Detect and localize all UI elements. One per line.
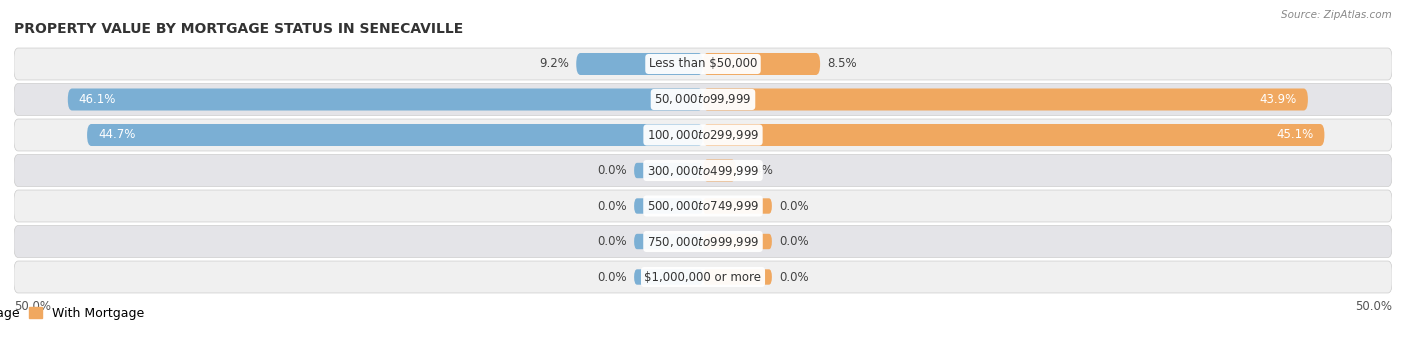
- FancyBboxPatch shape: [703, 89, 1308, 110]
- Text: 0.0%: 0.0%: [598, 164, 627, 177]
- Text: 8.5%: 8.5%: [827, 58, 856, 71]
- FancyBboxPatch shape: [14, 154, 1392, 187]
- Text: 0.0%: 0.0%: [779, 235, 808, 248]
- Text: 0.0%: 0.0%: [779, 270, 808, 283]
- FancyBboxPatch shape: [703, 53, 820, 75]
- Text: 50.0%: 50.0%: [14, 300, 51, 313]
- Text: $1,000,000 or more: $1,000,000 or more: [644, 270, 762, 283]
- Text: 0.0%: 0.0%: [598, 270, 627, 283]
- FancyBboxPatch shape: [576, 53, 703, 75]
- Text: 0.0%: 0.0%: [598, 199, 627, 212]
- Text: 43.9%: 43.9%: [1260, 93, 1296, 106]
- Text: $750,000 to $999,999: $750,000 to $999,999: [647, 235, 759, 249]
- Text: 45.1%: 45.1%: [1277, 129, 1313, 142]
- Text: $300,000 to $499,999: $300,000 to $499,999: [647, 163, 759, 178]
- FancyBboxPatch shape: [703, 269, 772, 285]
- Text: 9.2%: 9.2%: [540, 58, 569, 71]
- Text: $50,000 to $99,999: $50,000 to $99,999: [654, 92, 752, 106]
- Text: Source: ZipAtlas.com: Source: ZipAtlas.com: [1281, 10, 1392, 20]
- FancyBboxPatch shape: [634, 198, 703, 214]
- FancyBboxPatch shape: [87, 124, 703, 146]
- FancyBboxPatch shape: [67, 89, 703, 110]
- FancyBboxPatch shape: [634, 234, 703, 249]
- FancyBboxPatch shape: [703, 234, 772, 249]
- FancyBboxPatch shape: [634, 269, 703, 285]
- FancyBboxPatch shape: [703, 198, 772, 214]
- Text: Less than $50,000: Less than $50,000: [648, 58, 758, 71]
- Text: PROPERTY VALUE BY MORTGAGE STATUS IN SENECAVILLE: PROPERTY VALUE BY MORTGAGE STATUS IN SEN…: [14, 21, 464, 35]
- FancyBboxPatch shape: [14, 119, 1392, 151]
- Text: $100,000 to $299,999: $100,000 to $299,999: [647, 128, 759, 142]
- Legend: Without Mortgage, With Mortgage: Without Mortgage, With Mortgage: [0, 302, 149, 325]
- FancyBboxPatch shape: [14, 261, 1392, 293]
- FancyBboxPatch shape: [14, 48, 1392, 80]
- Text: 0.0%: 0.0%: [598, 235, 627, 248]
- FancyBboxPatch shape: [703, 160, 737, 181]
- Text: 44.7%: 44.7%: [98, 129, 135, 142]
- Text: 46.1%: 46.1%: [79, 93, 117, 106]
- FancyBboxPatch shape: [14, 225, 1392, 257]
- FancyBboxPatch shape: [634, 163, 703, 178]
- FancyBboxPatch shape: [14, 84, 1392, 116]
- Text: 0.0%: 0.0%: [779, 199, 808, 212]
- Text: 50.0%: 50.0%: [1355, 300, 1392, 313]
- Text: $500,000 to $749,999: $500,000 to $749,999: [647, 199, 759, 213]
- FancyBboxPatch shape: [14, 190, 1392, 222]
- FancyBboxPatch shape: [703, 124, 1324, 146]
- Text: 2.4%: 2.4%: [742, 164, 773, 177]
